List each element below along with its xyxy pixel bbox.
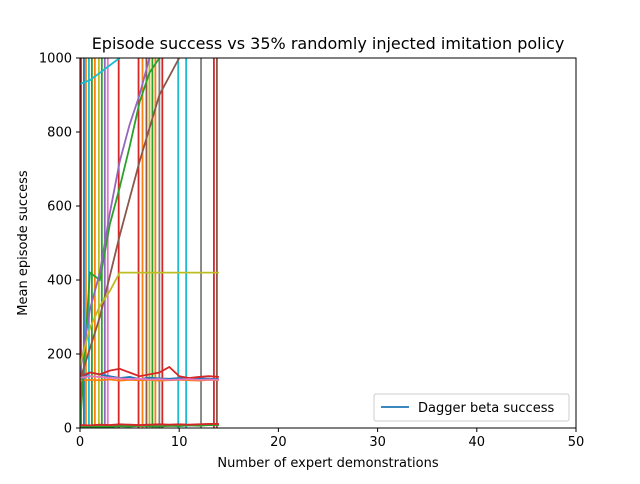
series-line-8 <box>80 271 219 366</box>
axis-layer: 0 10 20 30 40 50 0 200 400 600 800 1000 <box>39 52 584 451</box>
series-line-10 <box>80 424 219 428</box>
chart-title: Episode success vs 35% randomly injected… <box>92 34 565 53</box>
x-tick-label-3: 30 <box>369 435 386 450</box>
series-line-5 <box>80 58 180 381</box>
y-tick-label-1: 200 <box>47 348 72 363</box>
series-layer <box>80 58 219 428</box>
y-tick-label-5: 1000 <box>39 52 72 67</box>
legend: Dagger beta success <box>373 393 570 422</box>
x-tick-label-1: 10 <box>171 435 188 450</box>
y-axis-label: Mean episode success <box>16 170 31 316</box>
y-tick-label-0: 0 <box>64 422 72 437</box>
y-tick-label-4: 800 <box>47 126 72 141</box>
y-tick-label-3: 600 <box>47 200 72 215</box>
x-axis-label: Number of expert demonstrations <box>217 456 438 471</box>
series-line-6 <box>80 375 219 381</box>
series-line-0 <box>80 371 219 381</box>
series-line-9 <box>80 58 121 85</box>
legend-label-dagger: Dagger beta success <box>418 401 554 416</box>
plot-frame <box>79 57 577 429</box>
y-tick-label-2: 400 <box>47 274 72 289</box>
series-line-3 <box>80 365 219 379</box>
series-line-11 <box>80 423 219 427</box>
series-line-2 <box>80 58 161 428</box>
x-tick-label-0: 0 <box>76 435 84 450</box>
x-tick-label-5: 50 <box>568 435 585 450</box>
x-tick-label-4: 40 <box>469 435 486 450</box>
legend-box <box>373 393 570 422</box>
series-line-4 <box>80 58 151 373</box>
x-tick-label-2: 20 <box>270 435 287 450</box>
